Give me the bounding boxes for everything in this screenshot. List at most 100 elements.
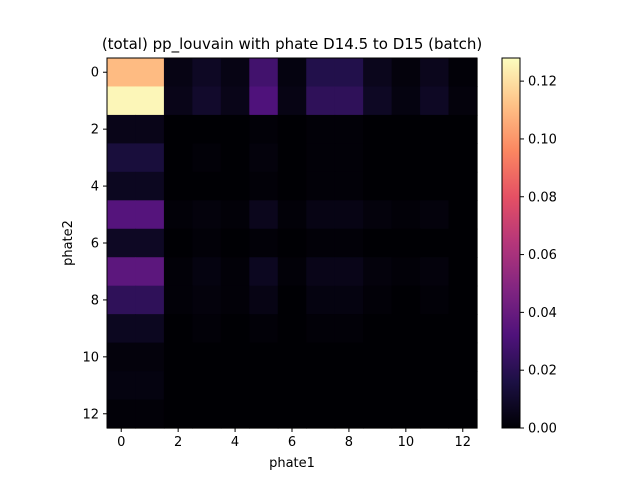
x-tick-label: 8	[345, 435, 353, 450]
heatmap-cell	[420, 342, 450, 372]
heatmap-cell	[163, 58, 193, 88]
heatmap-cell	[334, 228, 364, 258]
heatmap-cell	[363, 58, 393, 88]
heatmap-cell	[391, 200, 421, 230]
heatmap-cell	[277, 314, 307, 344]
y-tick-label: 4	[91, 180, 99, 195]
heatmap-cell	[334, 285, 364, 315]
x-axis-label: phate1	[269, 456, 315, 471]
heatmap-cell	[391, 58, 421, 88]
heatmap-cell	[334, 86, 364, 116]
heatmap-cell	[107, 371, 137, 401]
heatmap-cell	[107, 257, 137, 287]
y-tick-label: 8	[91, 293, 99, 308]
heatmap-cell	[192, 257, 222, 287]
heatmap-cell	[363, 86, 393, 116]
heatmap-cell	[420, 86, 450, 116]
heatmap-cell	[249, 371, 279, 401]
heatmap-cell	[163, 86, 193, 116]
heatmap-cell	[363, 143, 393, 173]
heatmap-cell	[107, 58, 137, 88]
x-tick-label: 10	[398, 435, 415, 450]
heatmap-cell	[306, 371, 336, 401]
heatmap-cell	[363, 200, 393, 230]
heatmap-cell	[334, 371, 364, 401]
heatmap-cell	[448, 371, 478, 401]
x-tick-label: 0	[117, 435, 125, 450]
heatmap-cell	[363, 171, 393, 201]
heatmap-cell	[334, 342, 364, 372]
heatmap-cell	[448, 314, 478, 344]
y-axis-label: phate2	[61, 220, 76, 266]
heatmap-cell	[220, 143, 250, 173]
heatmap-cell	[220, 399, 250, 429]
heatmap-cell	[448, 228, 478, 258]
heatmap-cell	[107, 114, 137, 144]
heatmap-cell	[334, 171, 364, 201]
heatmap-cell	[249, 171, 279, 201]
heatmap-cell	[448, 399, 478, 429]
heatmap-cell	[220, 228, 250, 258]
heatmap-cell	[277, 143, 307, 173]
heatmap-cell	[306, 58, 336, 88]
heatmap-cell	[420, 228, 450, 258]
heatmap-cell	[163, 171, 193, 201]
heatmap-cell	[306, 171, 336, 201]
y-tick-label: 2	[91, 123, 99, 138]
heatmap-cell	[277, 285, 307, 315]
heatmap-cell	[363, 371, 393, 401]
heatmap-cell	[107, 314, 137, 344]
heatmap-cell	[192, 285, 222, 315]
heatmap-cell	[420, 143, 450, 173]
heatmap-cell	[277, 342, 307, 372]
heatmap-cell	[420, 257, 450, 287]
heatmap-cell	[448, 86, 478, 116]
colorbar-axis: 0.00 0.02 0.04 0.06 0.08 0.10 0.12	[520, 75, 557, 437]
heatmap-cell	[135, 143, 165, 173]
heatmap-cell	[391, 314, 421, 344]
heatmap-cell	[391, 342, 421, 372]
heatmap-cell	[163, 371, 193, 401]
heatmap-cell	[391, 399, 421, 429]
heatmap-cell	[163, 342, 193, 372]
heatmap-cell	[192, 171, 222, 201]
heatmap-cell	[306, 342, 336, 372]
heatmap-cell	[249, 257, 279, 287]
heatmap-cell	[192, 86, 222, 116]
heatmap-cell	[277, 171, 307, 201]
heatmap-cell	[391, 114, 421, 144]
heatmap-cell	[249, 86, 279, 116]
heatmap-cell	[363, 314, 393, 344]
heatmap-cell	[420, 371, 450, 401]
heatmap-cell	[249, 399, 279, 429]
colorbar-tick-label: 0.00	[528, 422, 557, 437]
y-tick-label: 10	[82, 350, 99, 365]
heatmap-cell	[391, 371, 421, 401]
heatmap-cell	[107, 228, 137, 258]
heatmap-cell	[420, 200, 450, 230]
heatmap-cell	[163, 114, 193, 144]
heatmap-cell	[448, 342, 478, 372]
heatmap-cell	[135, 314, 165, 344]
heatmap-cell	[135, 86, 165, 116]
heatmap-cell	[163, 285, 193, 315]
heatmap-cell	[249, 285, 279, 315]
heatmap-cell	[192, 143, 222, 173]
heatmap-cell	[192, 228, 222, 258]
heatmap-cell	[363, 342, 393, 372]
heatmap-cell	[363, 399, 393, 429]
y-axis: 0 2 4 6 8 10 12	[82, 66, 107, 422]
chart-title: (total) pp_louvain with phate D14.5 to D…	[102, 35, 482, 54]
heatmap-cell	[391, 257, 421, 287]
heatmap-cell	[192, 342, 222, 372]
heatmap-cell	[135, 114, 165, 144]
heatmap-cell	[220, 285, 250, 315]
heatmap-cell	[448, 58, 478, 88]
heatmap-cell	[420, 114, 450, 144]
heatmap-cell	[448, 114, 478, 144]
colorbar	[501, 57, 521, 429]
heatmap-cell	[334, 257, 364, 287]
heatmap-cell	[306, 200, 336, 230]
heatmap-cell	[306, 257, 336, 287]
heatmap-cell	[306, 228, 336, 258]
